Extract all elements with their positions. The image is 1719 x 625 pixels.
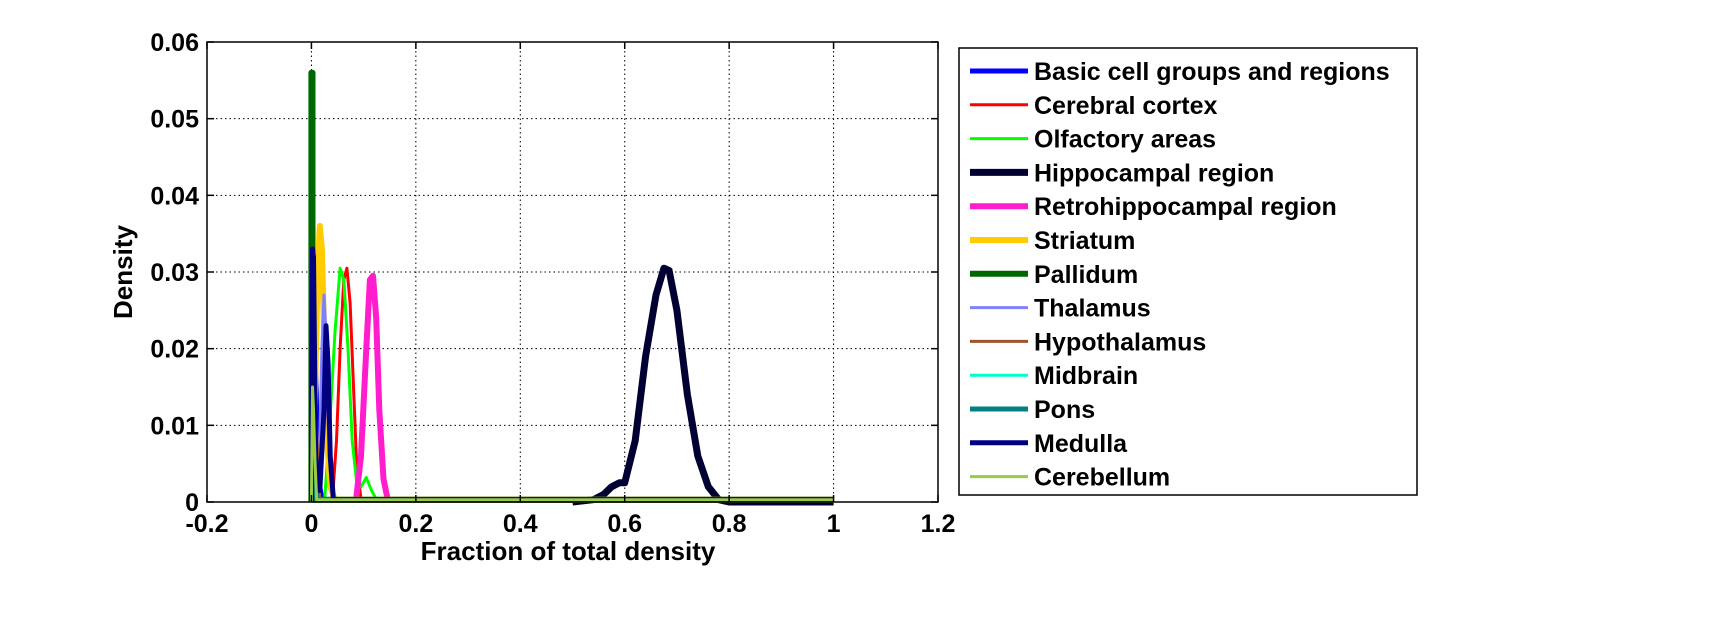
legend-label-basic-cell-groups-and-regions: Basic cell groups and regions — [1034, 58, 1390, 86]
legend-label-hippocampal-region: Hippocampal region — [1034, 159, 1274, 187]
x-tick-label: 0.4 — [503, 510, 538, 538]
x-tick-label: 0.2 — [398, 510, 433, 538]
legend-label-striatum: Striatum — [1034, 227, 1135, 255]
series-line-medulla — [308, 246, 834, 503]
series-line-cerebellum — [309, 385, 834, 503]
y-tick-label: 0.04 — [150, 182, 199, 210]
y-axis-label: Density — [108, 225, 138, 319]
y-tick-label: 0.01 — [150, 412, 199, 440]
legend-label-medulla: Medulla — [1034, 430, 1128, 458]
legend-label-pallidum: Pallidum — [1034, 261, 1138, 289]
legend-label-olfactory-areas: Olfactory areas — [1034, 126, 1216, 154]
x-tick-label: 0.6 — [607, 510, 642, 538]
legend-box — [958, 47, 1418, 496]
legend-label-retrohippocampal-region: Retrohippocampal region — [1034, 193, 1337, 221]
series-line-hippocampal-region — [572, 264, 834, 506]
series-line-retrohippocampal-region — [352, 272, 834, 503]
ticks: -0.2 0 0.2 0.4 0.6 0.8 1 1.200.010.020.030.040.… — [150, 29, 955, 538]
y-tick-label: 0.06 — [150, 29, 199, 57]
x-tick-label: 0 — [304, 510, 318, 538]
x-tick-label: -0.2 — [185, 510, 228, 538]
y-tick-label: 0 — [185, 489, 199, 517]
legend-label-thalamus: Thalamus — [1034, 295, 1151, 323]
legend-label-cerebral-cortex: Cerebral cortex — [1034, 92, 1218, 120]
series-layer — [308, 69, 834, 506]
y-tick-label: 0.05 — [150, 106, 199, 134]
plot-area: -0.2 0 0.2 0.4 0.6 0.8 1 1.200.010.020.030.040.… — [150, 29, 955, 538]
legend-label-midbrain: Midbrain — [1034, 362, 1138, 390]
y-tick-label: 0.03 — [150, 259, 199, 287]
legend: Basic cell groups and regions Cerebral co… — [958, 47, 1418, 496]
x-tick-label: 1 — [827, 510, 841, 538]
legend-label-hypothalamus: Hypothalamus — [1034, 328, 1206, 356]
legend-label-cerebellum: Cerebellum — [1034, 464, 1170, 492]
y-tick-label: 0.02 — [150, 336, 199, 364]
x-tick-label: 0.8 — [712, 510, 747, 538]
series-line-olfactory-areas — [323, 266, 834, 503]
x-axis-label: Fraction of total density — [421, 536, 716, 566]
legend-label-pons: Pons — [1034, 396, 1095, 424]
x-tick-label: 1.2 — [921, 510, 956, 538]
